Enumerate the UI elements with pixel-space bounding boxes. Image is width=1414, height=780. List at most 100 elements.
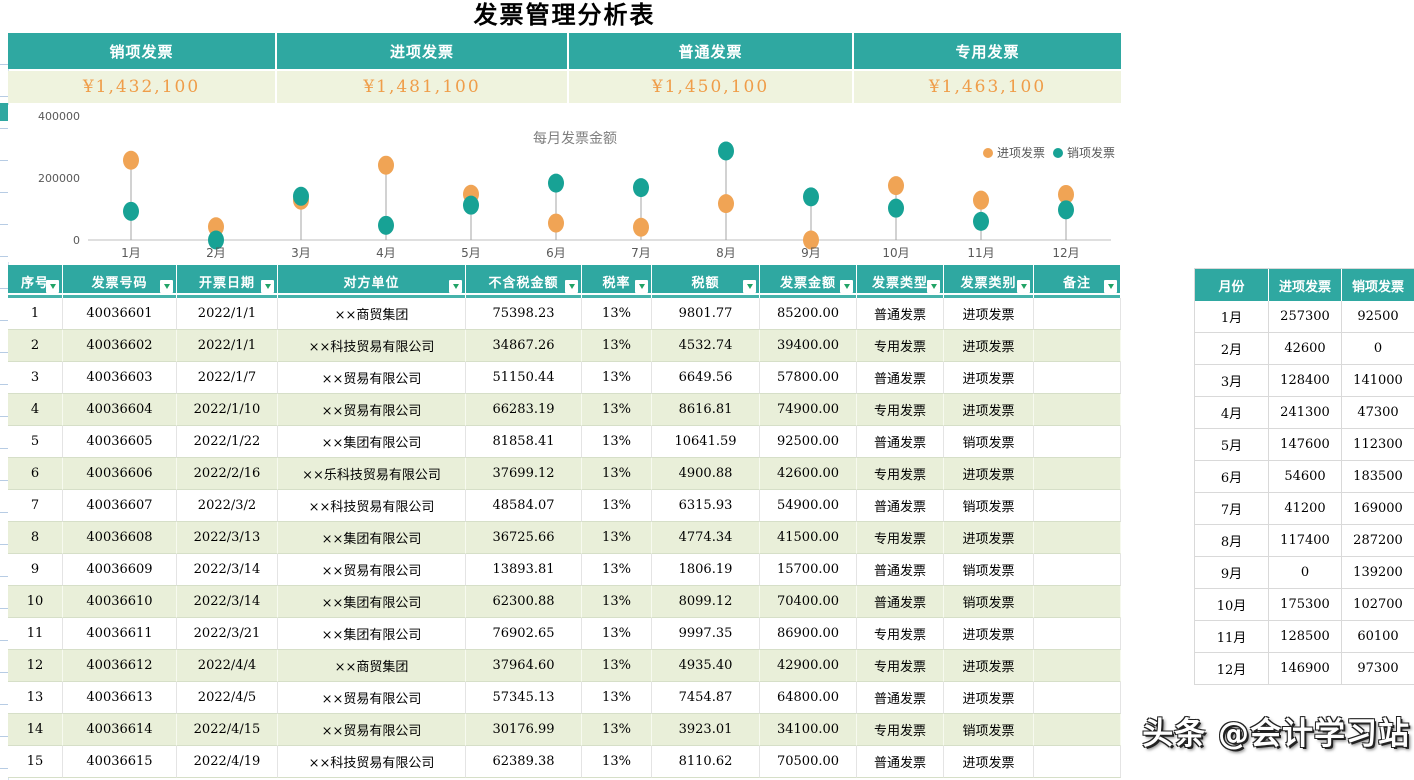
invoice-table-cell[interactable]: 15700.00	[760, 554, 857, 586]
monthly-table-cell[interactable]: 54600	[1269, 461, 1342, 493]
invoice-table-cell[interactable]: 13%	[582, 554, 652, 586]
invoice-table-cell[interactable]: ××集团有限公司	[278, 426, 466, 458]
invoice-table-cell[interactable]: 2022/4/15	[177, 714, 278, 746]
invoice-table-cell[interactable]: 48584.07	[466, 490, 582, 522]
invoice-table-cell[interactable]: 11	[8, 618, 63, 650]
invoice-table-cell[interactable]: 普通发票	[857, 746, 944, 778]
invoice-table-cell[interactable]	[1034, 682, 1121, 714]
invoice-table-cell[interactable]: 64800.00	[760, 682, 857, 714]
invoice-table-cell[interactable]: 40036607	[63, 490, 177, 522]
invoice-table-cell[interactable]: 进项发票	[944, 650, 1034, 682]
invoice-table-cell[interactable]: 36725.66	[466, 522, 582, 554]
invoice-table-cell[interactable]: 42900.00	[760, 650, 857, 682]
invoice-table-cell[interactable]: 2022/4/4	[177, 650, 278, 682]
invoice-table-cell[interactable]: ××科技贸易有限公司	[278, 330, 466, 362]
invoice-table-cell[interactable]	[1034, 362, 1121, 394]
monthly-table-cell[interactable]: 5月	[1195, 429, 1269, 461]
invoice-table-cell[interactable]: 40036609	[63, 554, 177, 586]
invoice-table-cell[interactable]	[1034, 714, 1121, 746]
invoice-table-cell[interactable]: 销项发票	[944, 714, 1034, 746]
invoice-table-cell[interactable]: 普通发票	[857, 490, 944, 522]
invoice-table-cell[interactable]: 进项发票	[944, 330, 1034, 362]
invoice-table-cell[interactable]: 1	[8, 298, 63, 330]
invoice-table-cell[interactable]: 10	[8, 586, 63, 618]
filter-button[interactable]	[743, 280, 756, 293]
filter-button[interactable]	[1017, 280, 1030, 293]
monthly-table-cell[interactable]: 97300	[1342, 653, 1414, 685]
invoice-table-cell[interactable]: 62300.88	[466, 586, 582, 618]
invoice-table-cell[interactable]: 专用发票	[857, 714, 944, 746]
summary-card-label[interactable]: 销项发票	[8, 33, 277, 69]
invoice-table-cell[interactable]: 13%	[582, 330, 652, 362]
monthly-table-cell[interactable]: 2月	[1195, 333, 1269, 365]
monthly-table-cell[interactable]: 11月	[1195, 621, 1269, 653]
invoice-table-cell[interactable]: 普通发票	[857, 362, 944, 394]
invoice-table-cell[interactable]: 41500.00	[760, 522, 857, 554]
summary-card-value[interactable]: ¥1,481,100	[277, 71, 569, 103]
summary-card-label[interactable]: 进项发票	[277, 33, 569, 69]
invoice-table-cell[interactable]: 专用发票	[857, 522, 944, 554]
invoice-table-cell[interactable]: 13893.81	[466, 554, 582, 586]
invoice-table-cell[interactable]: 5	[8, 426, 63, 458]
invoice-table-cell[interactable]: 8616.81	[652, 394, 760, 426]
invoice-table-cell[interactable]: 40036603	[63, 362, 177, 394]
invoice-table-cell[interactable]	[1034, 298, 1121, 330]
invoice-table-cell[interactable]: 2022/3/14	[177, 586, 278, 618]
filter-button[interactable]	[635, 280, 648, 293]
invoice-table-cell[interactable]: 进项发票	[944, 458, 1034, 490]
invoice-table-cell[interactable]: 40036610	[63, 586, 177, 618]
invoice-table-cell[interactable]: 85200.00	[760, 298, 857, 330]
invoice-table-cell[interactable]: 40036604	[63, 394, 177, 426]
summary-card-value[interactable]: ¥1,450,100	[569, 71, 854, 103]
invoice-table-cell[interactable]: 进项发票	[944, 522, 1034, 554]
invoice-table-cell[interactable]: 6	[8, 458, 63, 490]
invoice-table-cell[interactable]: 普通发票	[857, 586, 944, 618]
invoice-table-cell[interactable]: 普通发票	[857, 554, 944, 586]
invoice-table-cell[interactable]: 8	[8, 522, 63, 554]
invoice-table-cell[interactable]: 39400.00	[760, 330, 857, 362]
invoice-table-cell[interactable]: 销项发票	[944, 490, 1034, 522]
invoice-table-cell[interactable]: 40036602	[63, 330, 177, 362]
monthly-table-cell[interactable]: 128400	[1269, 365, 1342, 397]
monthly-table-cell[interactable]: 146900	[1269, 653, 1342, 685]
monthly-table-cell[interactable]: 241300	[1269, 397, 1342, 429]
filter-button[interactable]	[1104, 280, 1117, 293]
invoice-table-cell[interactable]	[1034, 618, 1121, 650]
monthly-table-cell[interactable]: 6月	[1195, 461, 1269, 493]
invoice-table-cell[interactable]: 13%	[582, 394, 652, 426]
invoice-table-cell[interactable]: 销项发票	[944, 554, 1034, 586]
monthly-table-cell[interactable]: 41200	[1269, 493, 1342, 525]
invoice-table-cell[interactable]: 2022/4/5	[177, 682, 278, 714]
invoice-table-cell[interactable]: 40036614	[63, 714, 177, 746]
invoice-table-cell[interactable]: 12	[8, 650, 63, 682]
invoice-table-cell[interactable]: ××贸易有限公司	[278, 554, 466, 586]
invoice-table-cell[interactable]: 专用发票	[857, 330, 944, 362]
invoice-table-cell[interactable]: 进项发票	[944, 746, 1034, 778]
invoice-table-cell[interactable]	[1034, 586, 1121, 618]
invoice-table-cell[interactable]: 2022/1/7	[177, 362, 278, 394]
monthly-table-cell[interactable]: 7月	[1195, 493, 1269, 525]
invoice-table-cell[interactable]: 9801.77	[652, 298, 760, 330]
invoice-table-cell[interactable]: 74900.00	[760, 394, 857, 426]
invoice-table-cell[interactable]: 40036606	[63, 458, 177, 490]
invoice-table-cell[interactable]: 9	[8, 554, 63, 586]
invoice-table-cell[interactable]: 专用发票	[857, 650, 944, 682]
monthly-table-cell[interactable]: 175300	[1269, 589, 1342, 621]
filter-button[interactable]	[927, 280, 940, 293]
monthly-table-cell[interactable]: 0	[1342, 333, 1414, 365]
monthly-table-cell[interactable]: 42600	[1269, 333, 1342, 365]
invoice-table-cell[interactable]: 8099.12	[652, 586, 760, 618]
invoice-table-cell[interactable]: 15	[8, 746, 63, 778]
invoice-table-cell[interactable]: 7454.87	[652, 682, 760, 714]
invoice-table-cell[interactable]: 40036601	[63, 298, 177, 330]
invoice-table-cell[interactable]: ××贸易有限公司	[278, 362, 466, 394]
invoice-table-cell[interactable]: 13%	[582, 746, 652, 778]
invoice-table-cell[interactable]: 1806.19	[652, 554, 760, 586]
invoice-table-cell[interactable]: 34100.00	[760, 714, 857, 746]
invoice-table-cell[interactable]: 销项发票	[944, 586, 1034, 618]
invoice-table-cell[interactable]	[1034, 394, 1121, 426]
invoice-table-cell[interactable]: 6315.93	[652, 490, 760, 522]
invoice-table-cell[interactable]: 6649.56	[652, 362, 760, 394]
invoice-table-cell[interactable]: 37699.12	[466, 458, 582, 490]
monthly-table-cell[interactable]: 169000	[1342, 493, 1414, 525]
